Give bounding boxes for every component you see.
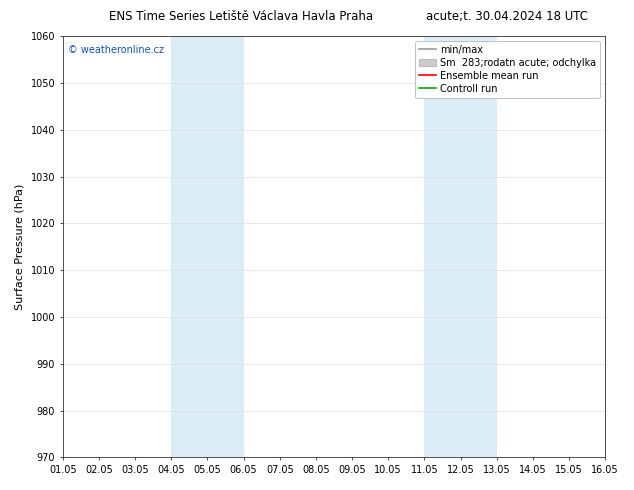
Text: ENS Time Series Letiště Václava Havla Praha: ENS Time Series Letiště Václava Havla Pr… [109,10,373,23]
Legend: min/max, Sm  283;rodatn acute; odchylka, Ensemble mean run, Controll run: min/max, Sm 283;rodatn acute; odchylka, … [415,41,600,98]
Text: © weatheronline.cz: © weatheronline.cz [68,45,164,54]
Text: acute;t. 30.04.2024 18 UTC: acute;t. 30.04.2024 18 UTC [426,10,588,23]
Bar [171,36,243,457]
Y-axis label: Surface Pressure (hPa): Surface Pressure (hPa) [15,184,25,310]
Bar [424,36,496,457]
